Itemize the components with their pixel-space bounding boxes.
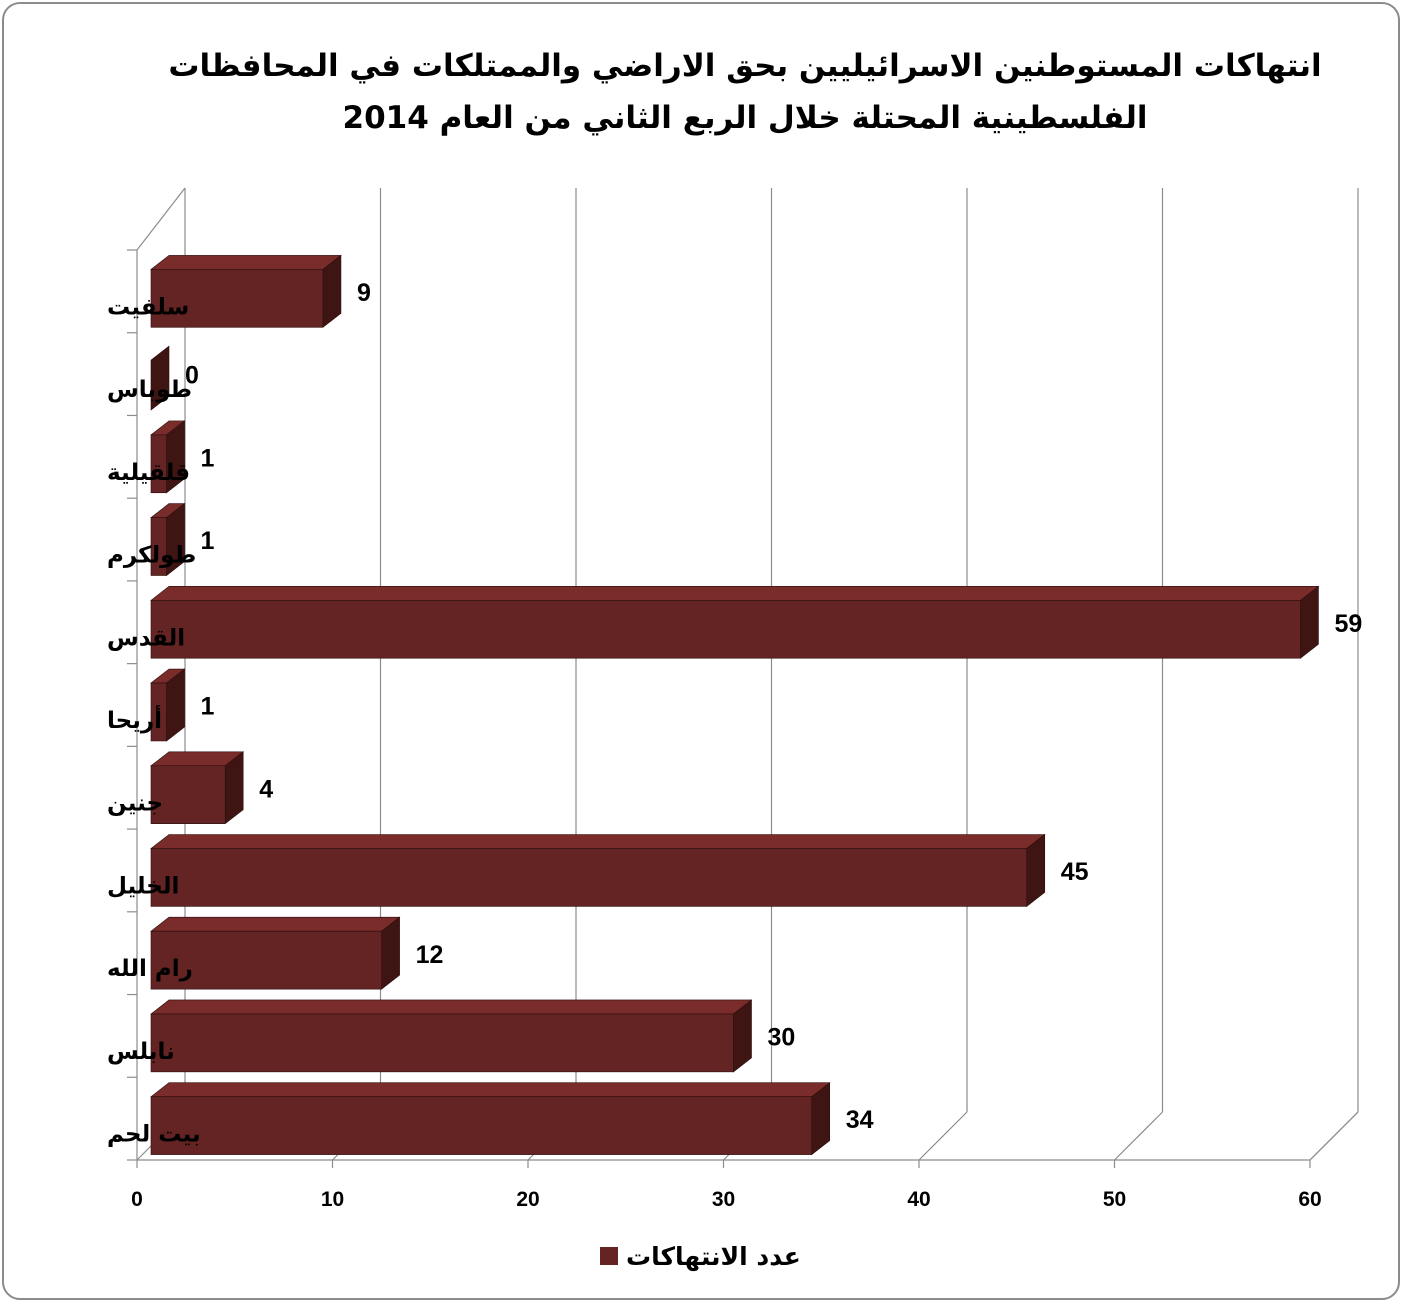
value-label: 34 xyxy=(846,1106,874,1134)
x-tick-label: 50 xyxy=(1103,1188,1126,1211)
bar-front-face xyxy=(150,434,167,494)
bar-1 xyxy=(150,254,342,328)
category-label: رام الله xyxy=(107,956,193,982)
x-axis-depth-line xyxy=(1309,1111,1359,1161)
category-label: أريحا xyxy=(107,704,162,734)
value-label: 1 xyxy=(201,693,215,721)
value-label: 1 xyxy=(201,444,215,472)
bar-3 xyxy=(150,420,186,494)
category-label: طوباس xyxy=(107,377,192,403)
category-label: نابلس xyxy=(107,1039,175,1065)
category-label: طولكرم xyxy=(107,543,196,569)
legend-swatch xyxy=(600,1247,618,1265)
value-label: 59 xyxy=(1334,610,1362,638)
floor-grid-line xyxy=(1114,1111,1163,1161)
labels: 0 10 20 30 40 50 609سلفيت0طوباس1قلقيلية1طولكرم… xyxy=(107,279,1362,1211)
legend: عدد الانتهاكات xyxy=(600,1238,801,1274)
value-label: 4 xyxy=(259,775,273,803)
bar-9 xyxy=(150,916,401,990)
value-label: 30 xyxy=(768,1024,796,1052)
x-tick-label: 30 xyxy=(712,1188,735,1211)
bar-7 xyxy=(150,751,245,825)
category-label: قلقيلية xyxy=(107,460,190,486)
x-tick-label: 40 xyxy=(907,1188,930,1211)
bar-front-face xyxy=(150,682,167,742)
value-label: 0 xyxy=(185,362,199,390)
bar-front-face xyxy=(150,600,1301,659)
bar-top-face xyxy=(150,916,401,932)
bar-5 xyxy=(150,585,1320,659)
bar-6 xyxy=(150,668,186,742)
bar-10 xyxy=(150,999,753,1073)
category-label: الخليل xyxy=(107,873,179,899)
bar-front-face xyxy=(150,269,324,328)
bar-front-face xyxy=(150,765,226,824)
bar-4 xyxy=(150,502,186,577)
bar-top-face xyxy=(150,999,753,1015)
bar-2 xyxy=(150,345,170,411)
bar-top-face xyxy=(150,586,1320,601)
bar-top-face xyxy=(150,255,342,270)
value-label: 12 xyxy=(416,941,444,969)
bar-front-face xyxy=(150,1013,734,1073)
floor-grid-line xyxy=(918,1111,968,1161)
category-label: جنين xyxy=(107,791,163,817)
bar-zero-face xyxy=(150,345,170,411)
value-label: 1 xyxy=(201,527,215,555)
category-label: سلفيت xyxy=(107,294,189,320)
bar-top-face xyxy=(150,1082,831,1097)
bar-front-face xyxy=(150,848,1028,907)
x-tick-label: 10 xyxy=(321,1188,344,1211)
bar-11 xyxy=(150,1082,831,1156)
chart-title-line-1: انتهاكات المستوطنين الاسرائيليين بحق الا… xyxy=(168,48,1322,84)
bar-front-face xyxy=(150,930,382,990)
category-label: القدس xyxy=(107,625,185,651)
value-label: 9 xyxy=(357,279,371,307)
x-tick-label: 60 xyxy=(1298,1188,1321,1211)
bar-front-face xyxy=(150,1096,813,1155)
category-label: بيت لحم xyxy=(107,1122,201,1148)
bar-front-face xyxy=(150,517,167,576)
x-tick-label: 0 xyxy=(131,1188,143,1211)
value-label: 45 xyxy=(1061,858,1089,886)
y-axis-depth-line xyxy=(136,187,186,251)
legend-label: عدد الانتهاكات xyxy=(626,1241,801,1271)
bar-8 xyxy=(150,833,1046,908)
chart-title: انتهاكات المستوطنين الاسرائيليين بحق الا… xyxy=(150,40,1340,144)
bar-top-face xyxy=(150,834,1046,849)
x-tick-label: 20 xyxy=(516,1188,539,1211)
chart-title-line-2: الفلسطينية المحتلة خلال الربع الثاني من … xyxy=(342,100,1148,136)
bars xyxy=(150,254,1320,1156)
axes xyxy=(127,187,1359,1168)
